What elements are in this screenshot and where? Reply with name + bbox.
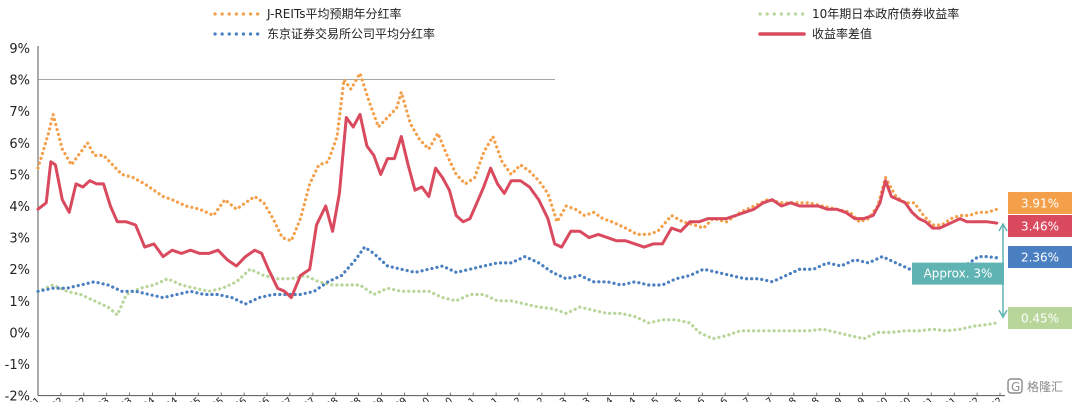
legend-item-2: 10年期日本政府债券收益率 — [758, 6, 959, 21]
series-line-0 — [36, 71, 999, 243]
y-tick-label: 8% — [9, 74, 30, 89]
y-axis: -2% -1% 0% 1% 2% 3% 4% 5% 6% 7% 8% 9% — [5, 42, 555, 405]
legend-item-3: 收益率差值 — [758, 26, 872, 41]
y-tick-label: 9% — [9, 42, 30, 57]
end-label-box — [1008, 192, 1072, 214]
y-tick-label: 1% — [9, 295, 30, 310]
y-tick-label: 3% — [9, 232, 30, 247]
legend-item-1: 东京证券交易所公司平均分红率 — [213, 26, 435, 41]
y-tick-label: 4% — [9, 200, 30, 215]
y-tick-label: 6% — [9, 137, 30, 152]
end-label-text: 2.36% — [1021, 251, 1059, 265]
end-labels: 3.91% 3.46% 2.36% 0.45% — [1008, 192, 1072, 329]
legend-item-0: J-REITs平均预期年分红率 — [213, 6, 402, 21]
y-tick-label: 7% — [9, 105, 30, 120]
series-layer — [36, 71, 999, 341]
series-line-3 — [36, 112, 999, 300]
y-tick-label: 5% — [9, 168, 30, 183]
watermark-logo-glyph: G — [1011, 380, 1020, 394]
end-label-box — [1008, 215, 1072, 237]
end-label-1: 3.46% — [1008, 215, 1072, 237]
series-line-1 — [36, 245, 999, 306]
x-axis: 9/20013/20029/20023/20039/20033/20049/20… — [10, 392, 1005, 406]
legend-label: 东京证券交易所公司平均分红率 — [267, 26, 435, 41]
y-tick-label: -2% — [5, 390, 30, 402]
end-label-3: 0.45% — [1008, 307, 1072, 329]
annotation-arrow-up — [998, 222, 1008, 232]
end-label-text: 0.45% — [1021, 312, 1059, 326]
legend-label: J-REITs平均预期年分红率 — [266, 6, 402, 21]
annotation-arrow-down — [998, 309, 1008, 319]
end-label-2: 2.36% — [1008, 246, 1072, 268]
end-label-text: 3.46% — [1021, 220, 1059, 234]
annotation-box — [912, 262, 1004, 285]
annotation-layer: Approx. 3% — [912, 222, 1008, 319]
watermark: G 格隆汇 — [1007, 378, 1063, 394]
legend-label: 收益率差值 — [812, 26, 872, 41]
end-label-text: 3.91% — [1021, 197, 1059, 211]
end-label-box — [1008, 246, 1072, 268]
annotation-label: Approx. 3% — [924, 267, 993, 281]
y-tick-label: 2% — [9, 263, 30, 278]
end-label-box — [1008, 307, 1072, 329]
y-tick-label: -1% — [5, 358, 30, 373]
y-tick-label: 0% — [9, 326, 30, 341]
end-label-0: 3.91% — [1008, 192, 1072, 214]
watermark-text: 格隆汇 — [1027, 379, 1063, 394]
watermark-logo-icon — [1007, 378, 1023, 394]
series-line-2 — [36, 267, 999, 341]
legend-label: 10年期日本政府债券收益率 — [812, 6, 959, 21]
